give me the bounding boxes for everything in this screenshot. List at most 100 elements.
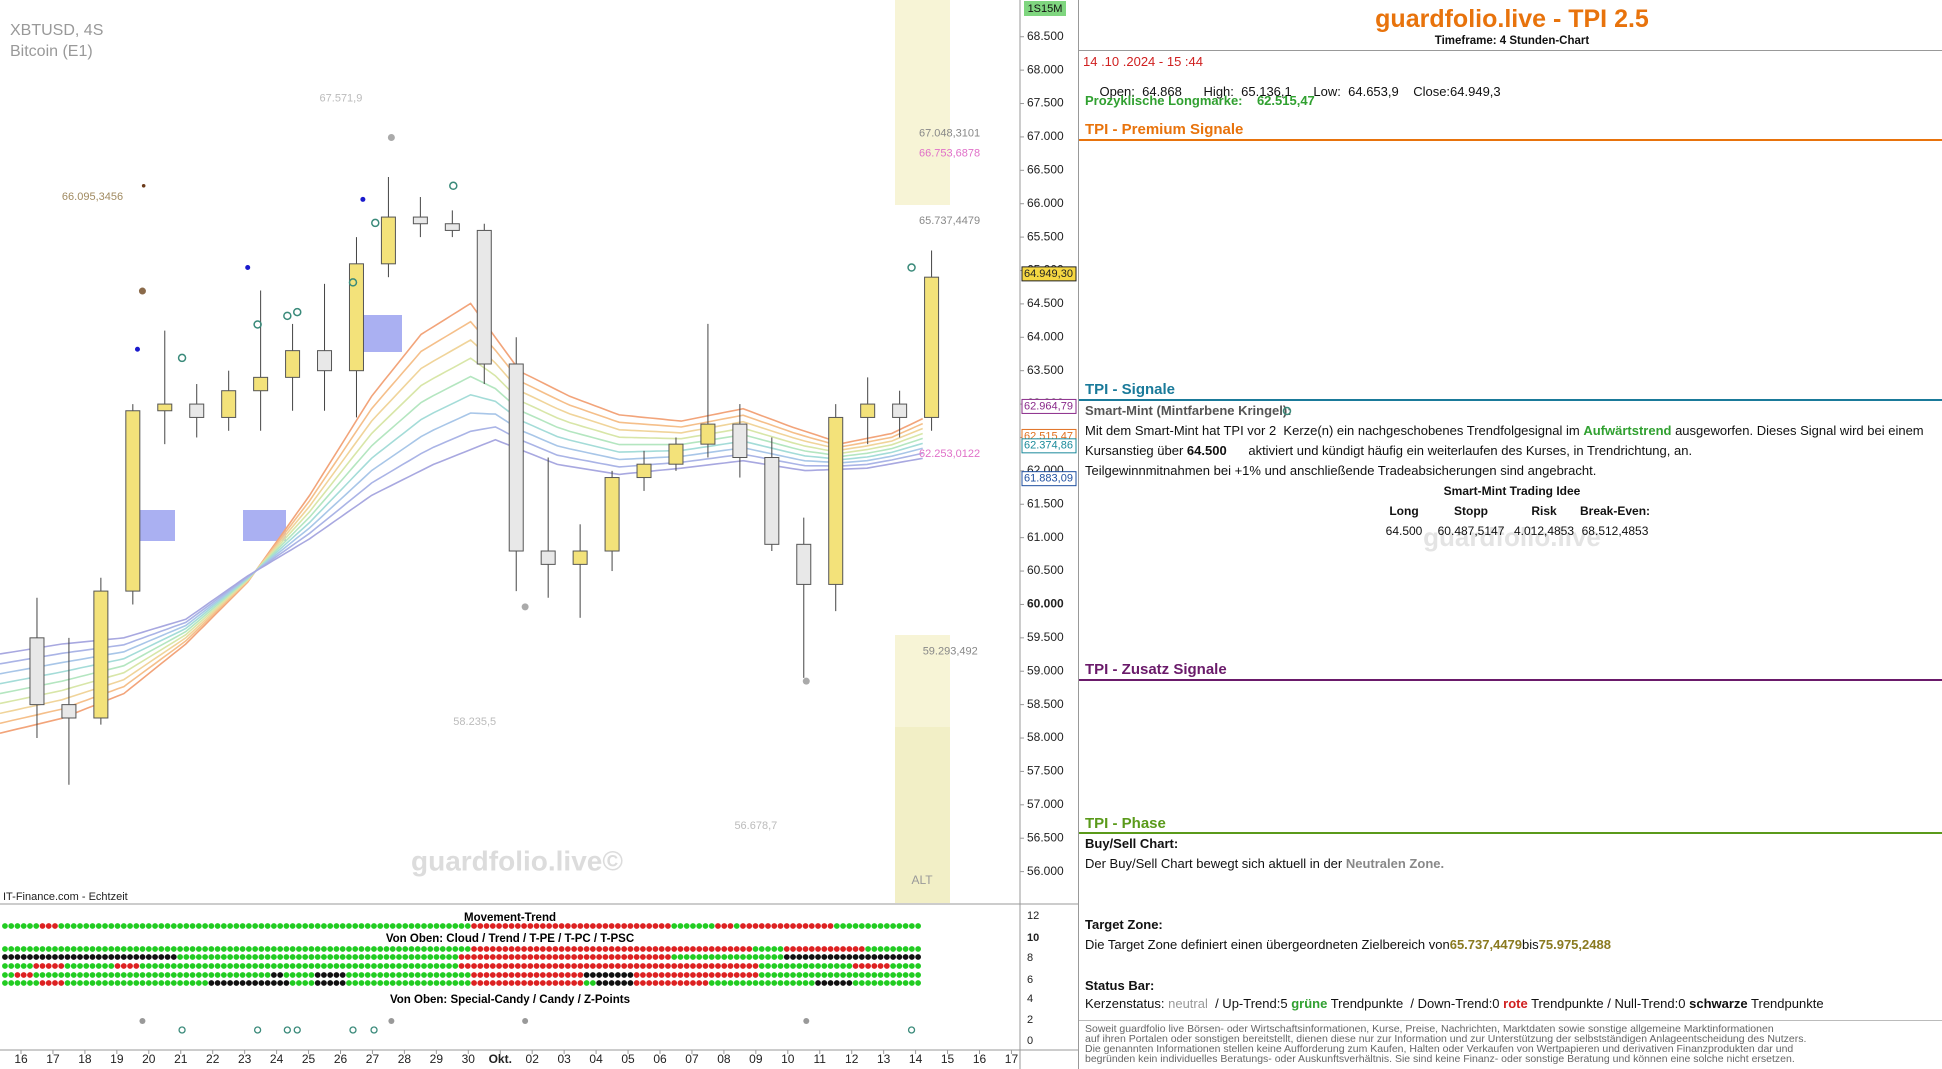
status-dot bbox=[396, 980, 402, 986]
status-dot bbox=[421, 923, 427, 929]
x-tick-label: Okt. bbox=[489, 1052, 512, 1066]
status-dot bbox=[727, 963, 734, 969]
status-dot bbox=[802, 923, 809, 929]
status-dot bbox=[239, 946, 246, 952]
status-dot bbox=[277, 923, 284, 929]
status-dot bbox=[208, 923, 215, 929]
status-dot bbox=[58, 946, 65, 952]
status-dot bbox=[827, 954, 834, 960]
status-dot bbox=[708, 954, 715, 960]
status-dot bbox=[483, 954, 490, 960]
status-dot bbox=[596, 923, 603, 929]
status-dot bbox=[852, 972, 859, 978]
status-dot bbox=[83, 963, 90, 969]
status-dot bbox=[102, 980, 108, 986]
status-dot bbox=[371, 923, 377, 929]
status-dot bbox=[339, 946, 346, 952]
status-dot bbox=[571, 946, 578, 952]
cell: 68.512,4853 bbox=[1581, 524, 1649, 538]
status-dot bbox=[702, 963, 709, 969]
status-dot bbox=[721, 954, 728, 960]
status-dot bbox=[327, 972, 334, 978]
status-dot bbox=[333, 963, 340, 969]
status-dot bbox=[14, 980, 21, 986]
status-dot bbox=[70, 946, 77, 952]
z-point bbox=[293, 1026, 301, 1034]
y-tick-label: 59.500 bbox=[1027, 630, 1064, 644]
candle-body bbox=[604, 477, 620, 552]
x-tick-label: 21 bbox=[174, 1052, 188, 1066]
status-dot bbox=[95, 972, 102, 978]
status-dot bbox=[902, 972, 909, 978]
status-dot bbox=[733, 980, 740, 986]
status-dot bbox=[602, 963, 609, 969]
status-dot bbox=[608, 946, 615, 952]
status-dot bbox=[152, 980, 158, 986]
y-tick-label: 64.500 bbox=[1027, 296, 1064, 310]
annotation: 66.095,3456 bbox=[62, 191, 123, 203]
status-dot bbox=[383, 954, 390, 960]
status-dot bbox=[358, 923, 365, 929]
status-dot bbox=[521, 980, 527, 986]
status-dot bbox=[189, 923, 196, 929]
status-dot bbox=[427, 972, 434, 978]
status-dot bbox=[683, 954, 690, 960]
status-dot bbox=[233, 980, 240, 986]
status-dot bbox=[521, 946, 527, 952]
status-dot bbox=[614, 972, 621, 978]
status-dot bbox=[58, 980, 65, 986]
status-dot bbox=[27, 980, 33, 986]
status-dot bbox=[677, 980, 684, 986]
status-dot bbox=[70, 972, 77, 978]
status-dot bbox=[896, 946, 903, 952]
status-dot bbox=[108, 963, 115, 969]
status-dot bbox=[671, 980, 678, 986]
status-dot bbox=[64, 980, 71, 986]
status-dot bbox=[20, 972, 27, 978]
status-dot bbox=[264, 972, 271, 978]
status-dot bbox=[464, 923, 471, 929]
status-dot bbox=[546, 963, 552, 969]
status-dot bbox=[327, 923, 334, 929]
status-dot bbox=[646, 980, 653, 986]
status-dot bbox=[627, 972, 634, 978]
status-dot bbox=[883, 954, 890, 960]
status-dot bbox=[546, 980, 552, 986]
indicator-tick: 2 bbox=[1027, 1014, 1033, 1026]
status-dot bbox=[302, 946, 309, 952]
status-dot bbox=[108, 972, 115, 978]
status-dot bbox=[52, 980, 58, 986]
status-dot bbox=[245, 923, 252, 929]
status-dot bbox=[589, 963, 596, 969]
x-tick-label: 07 bbox=[685, 1052, 699, 1066]
status-dot bbox=[464, 954, 471, 960]
status-dot bbox=[308, 954, 315, 960]
status-dot bbox=[452, 980, 459, 986]
status-dot bbox=[133, 946, 140, 952]
x-tick-label: 03 bbox=[557, 1052, 571, 1066]
status-dot bbox=[752, 963, 759, 969]
status-dot bbox=[333, 954, 340, 960]
status-dot bbox=[239, 972, 246, 978]
status-dot bbox=[752, 980, 759, 986]
watermark: guardfolio.live bbox=[1423, 522, 1601, 552]
status-dot bbox=[402, 946, 409, 952]
status-dot bbox=[796, 963, 803, 969]
status-dot bbox=[833, 923, 840, 929]
x-tick-label: 13 bbox=[877, 1052, 891, 1066]
status-dot bbox=[452, 963, 459, 969]
status-dot bbox=[339, 963, 346, 969]
status-dot bbox=[564, 972, 571, 978]
status-dot bbox=[352, 963, 359, 969]
status-dot bbox=[883, 946, 890, 952]
status-dot bbox=[483, 980, 490, 986]
status-dot bbox=[833, 980, 840, 986]
cell: 64.500 bbox=[1385, 524, 1423, 538]
status-dot bbox=[521, 923, 527, 929]
candle-body bbox=[221, 390, 237, 418]
status-dot bbox=[327, 954, 334, 960]
status-dot bbox=[877, 972, 884, 978]
status-dot bbox=[383, 980, 390, 986]
status-dot bbox=[414, 972, 421, 978]
y-tick-label: 57.000 bbox=[1027, 797, 1064, 811]
